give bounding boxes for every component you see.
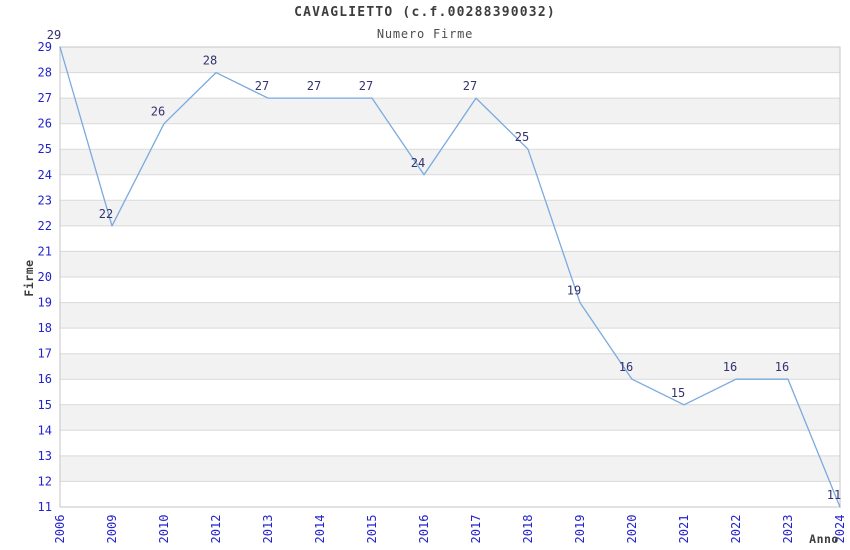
y-tick-label: 24 <box>38 168 52 182</box>
point-label: 11 <box>827 488 841 502</box>
point-label: 25 <box>515 130 529 144</box>
y-tick-label: 12 <box>38 474 52 488</box>
x-tick-label: 2010 <box>157 515 171 544</box>
point-label: 19 <box>567 284 581 298</box>
y-tick-label: 15 <box>38 398 52 412</box>
x-tick-label: 2018 <box>521 515 535 544</box>
chart-subtitle: Numero Firme <box>376 27 474 41</box>
x-tick-label: 2009 <box>105 515 119 544</box>
x-tick-label: 2015 <box>365 515 379 544</box>
x-tick-label: 2013 <box>261 515 275 544</box>
point-label: 24 <box>411 156 425 170</box>
point-label: 27 <box>463 79 477 93</box>
band <box>60 302 840 329</box>
band <box>60 98 840 124</box>
band <box>60 455 840 482</box>
y-tick-label: 22 <box>38 219 52 233</box>
band <box>60 149 840 175</box>
y-tick-label: 18 <box>38 321 52 335</box>
plot-border <box>59 46 841 508</box>
y-tick-label: 16 <box>38 372 52 386</box>
point-label: 29 <box>47 28 61 42</box>
y-tick-label: 13 <box>38 449 52 463</box>
point-label: 27 <box>307 79 321 93</box>
point-label: 27 <box>359 79 373 93</box>
point-label: 15 <box>671 386 685 400</box>
x-tick-label: 2024 <box>833 515 847 544</box>
point-label: 26 <box>151 105 165 119</box>
x-tick-label: 2023 <box>781 515 795 544</box>
y-tick-label: 21 <box>38 244 52 258</box>
x-tick-label: 2012 <box>209 515 223 544</box>
y-tick-label: 14 <box>38 423 52 437</box>
x-tick-label: 2021 <box>677 515 691 544</box>
y-axis-title: Firme <box>22 259 36 297</box>
x-tick-label: 2017 <box>469 515 483 544</box>
data-line <box>59 46 841 508</box>
y-tick-label: 23 <box>38 193 52 207</box>
point-label: 22 <box>99 207 113 221</box>
x-axis-title: Anno <box>809 532 839 546</box>
y-tick-label: 19 <box>38 296 52 310</box>
x-tick-label: 2019 <box>573 515 587 544</box>
x-tick-label: 2006 <box>53 515 67 544</box>
y-tick-label: 20 <box>38 270 52 284</box>
y-tick-label: 17 <box>38 347 52 361</box>
y-tick-label: 29 <box>38 40 52 54</box>
band <box>60 200 840 226</box>
chart-title: CAVAGLIETTO (c.f.00288390032) <box>294 5 556 20</box>
point-label: 16 <box>723 360 737 374</box>
point-label: 16 <box>619 360 633 374</box>
band <box>60 47 840 73</box>
y-tick-label: 28 <box>38 66 52 80</box>
y-tick-label: 26 <box>38 117 52 131</box>
x-tick-label: 2022 <box>729 515 743 544</box>
point-label: 27 <box>255 79 269 93</box>
x-tick-label: 2020 <box>625 515 639 544</box>
band <box>60 251 840 277</box>
point-label: 16 <box>775 360 789 374</box>
x-tick-label: 2014 <box>313 515 327 544</box>
x-tick-label: 2016 <box>417 515 431 544</box>
band <box>60 353 840 380</box>
point-label: 28 <box>203 54 217 68</box>
y-tick-label: 25 <box>38 142 52 156</box>
band <box>60 404 840 431</box>
y-tick-label: 27 <box>38 91 52 105</box>
y-tick-label: 11 <box>38 500 52 514</box>
